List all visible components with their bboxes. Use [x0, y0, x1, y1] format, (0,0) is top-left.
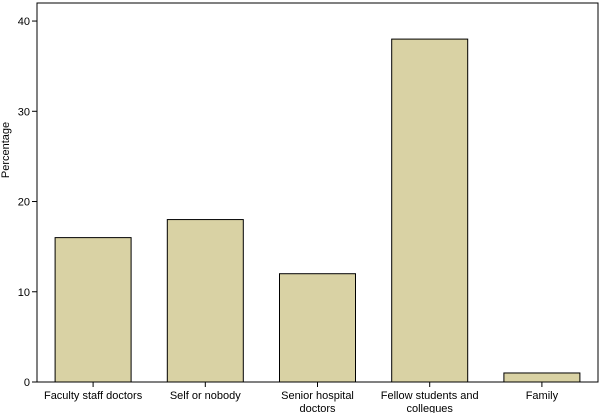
- y-tick-label: 20: [18, 197, 30, 209]
- x-axis-labels: Faculty staff doctors Self or nobody Senio…: [44, 382, 559, 415]
- y-axis-label: Percentage: [0, 122, 12, 178]
- bar: [166, 219, 244, 383]
- y-tick-label: 10: [18, 287, 30, 299]
- bars: [54, 38, 581, 383]
- x-tick-label: Self or nobody: [170, 390, 241, 402]
- x-tick-label: Family: [526, 390, 559, 402]
- x-tick-label: Senior hospital doctors: [281, 390, 354, 413]
- x-tick-label: Faculty staff doctors: [44, 390, 143, 402]
- bar: [503, 372, 581, 383]
- y-tick-label: 0: [24, 377, 30, 389]
- bar: [279, 273, 356, 383]
- y-tick-label: 40: [18, 16, 30, 28]
- x-tick-label: Fellow students and collegues: [381, 390, 479, 413]
- y-tick-label: 30: [18, 106, 30, 118]
- bar: [391, 38, 469, 383]
- bar: [54, 237, 132, 383]
- y-axis-ticks: 0 10 20 30 40: [18, 16, 37, 389]
